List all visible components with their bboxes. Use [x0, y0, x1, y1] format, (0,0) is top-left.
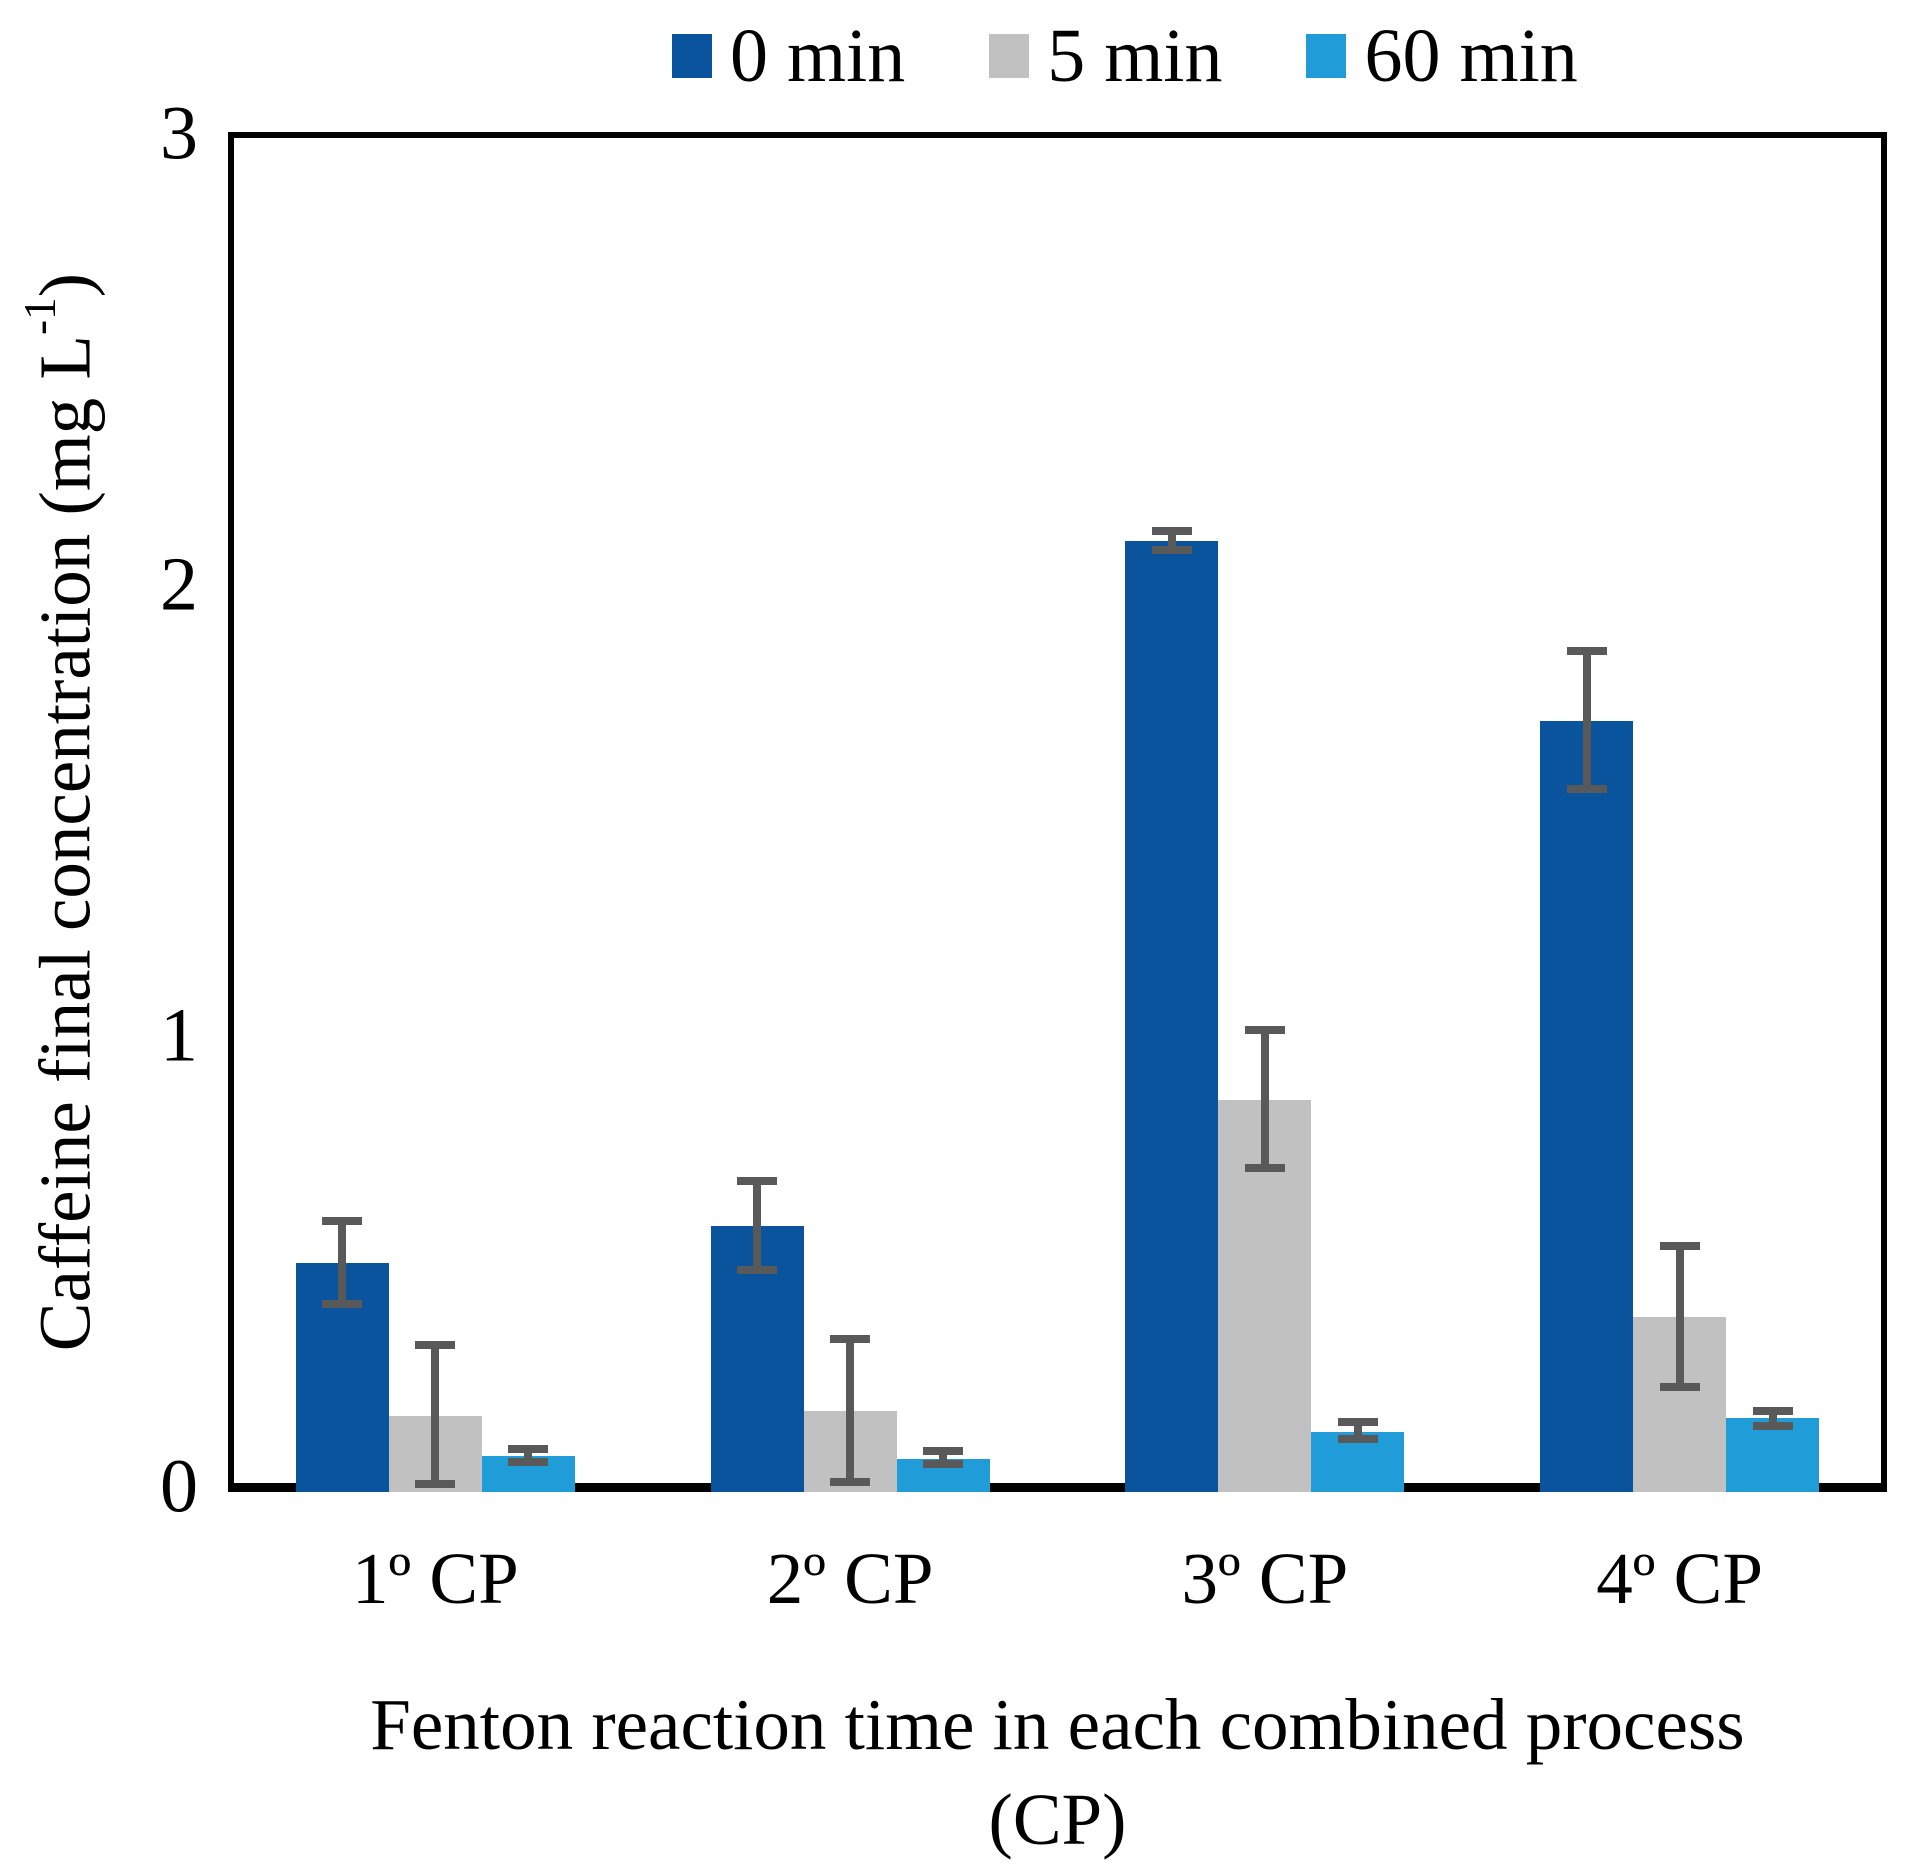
legend-label-5min: 5 min — [1047, 14, 1223, 98]
x-axis-title: Fenton reaction time in each combined pr… — [228, 1678, 1887, 1868]
error-bar-60min-2º CP-cap-bottom — [923, 1460, 964, 1469]
category-label-4: 4º CP — [1596, 1538, 1763, 1619]
error-bar-0min-4º CP-shaft — [1582, 646, 1591, 794]
bar-60min-4º CP — [1726, 1418, 1820, 1492]
y-axis-line — [228, 132, 234, 1492]
error-bar-5min-1º CP-cap-bottom — [415, 1480, 456, 1488]
legend-item-0min: 0 min — [672, 18, 905, 94]
error-bar-0min-1º CP-shaft — [338, 1217, 347, 1308]
category-label-2: 2º CP — [766, 1538, 934, 1619]
legend-swatch-5min — [989, 34, 1030, 78]
error-bar-0min-1º CP-cap-bottom — [322, 1299, 363, 1308]
y-axis-title: Caffeine final concentration (mg L-1) — [14, 132, 106, 1492]
bar-0min-3º CP — [1125, 540, 1219, 1492]
y-tick-label-1: 1 — [160, 993, 198, 1078]
y-axis-title-close: ) — [24, 272, 106, 298]
error-bar-5min-3º CP-shaft — [1260, 1025, 1269, 1173]
y-axis-title-text: Caffeine final concentration (mg L — [24, 334, 106, 1352]
error-bar-5min-2º CP-cap-bottom — [830, 1477, 871, 1486]
error-bar-60min-4º CP-shaft — [1768, 1406, 1777, 1430]
y-tick-label-2: 2 — [160, 542, 198, 627]
error-bar-60min-3º CP-cap-bottom — [1337, 1435, 1378, 1444]
y-tick-label-0: 0 — [160, 1444, 198, 1529]
error-bar-5min-4º CP-cap-bottom — [1659, 1383, 1700, 1392]
x-axis-title-line2: (CP) — [988, 1778, 1127, 1860]
x-axis-title-line1: Fenton reaction time in each combined pr… — [370, 1684, 1745, 1765]
error-bar-0min-2º CP-cap-top — [737, 1176, 778, 1185]
legend: 0 min 5 min 60 min — [672, 18, 1578, 94]
error-bar-5min-3º CP-cap-top — [1244, 1025, 1285, 1034]
legend-swatch-60min — [1306, 34, 1347, 78]
bar-0min-4º CP — [1540, 721, 1634, 1492]
category-label-3: 3º CP — [1181, 1538, 1349, 1619]
y-tick-label-3: 3 — [160, 91, 198, 176]
error-bar-60min-2º CP-shaft — [939, 1447, 948, 1469]
plot-border-right — [1881, 132, 1887, 1492]
error-bar-0min-2º CP-cap-bottom — [737, 1265, 778, 1274]
error-bar-0min-2º CP-shaft — [753, 1176, 762, 1274]
y-axis-title-superscript: -1 — [15, 297, 66, 335]
legend-label-0min: 0 min — [730, 14, 906, 98]
error-bar-5min-1º CP-cap-top — [415, 1341, 456, 1350]
error-bar-0min-4º CP-cap-bottom — [1566, 785, 1607, 794]
error-bar-60min-3º CP-shaft — [1353, 1418, 1362, 1444]
legend-item-60min: 60 min — [1306, 14, 1578, 98]
error-bar-0min-1º CP-cap-top — [322, 1217, 363, 1226]
error-bar-0min-4º CP-cap-top — [1566, 646, 1607, 655]
error-bar-60min-4º CP-cap-bottom — [1752, 1421, 1793, 1430]
error-bar-60min-1º CP-cap-top — [508, 1445, 549, 1454]
error-bar-60min-2º CP-cap-top — [923, 1447, 964, 1456]
error-bar-0min-3º CP-cap-top — [1151, 527, 1192, 536]
error-bar-60min-1º CP-cap-bottom — [508, 1458, 549, 1467]
error-bar-60min-4º CP-cap-top — [1752, 1406, 1793, 1415]
error-bar-5min-4º CP-shaft — [1675, 1242, 1684, 1392]
plot-border-top — [228, 132, 1887, 138]
error-bar-0min-3º CP-cap-bottom — [1151, 546, 1192, 555]
error-bar-5min-3º CP-cap-bottom — [1244, 1164, 1285, 1173]
x-axis-line — [228, 1483, 1887, 1492]
error-bar-5min-2º CP-shaft — [846, 1334, 855, 1486]
error-bar-60min-3º CP-cap-top — [1337, 1418, 1378, 1427]
error-bar-60min-1º CP-shaft — [524, 1445, 533, 1467]
legend-swatch-0min — [672, 34, 712, 78]
error-bar-5min-1º CP-shaft — [431, 1341, 440, 1488]
error-bar-0min-3º CP-shaft — [1167, 527, 1176, 555]
error-bar-5min-2º CP-cap-top — [830, 1334, 871, 1343]
error-bar-5min-4º CP-cap-top — [1659, 1242, 1700, 1251]
legend-label-60min: 60 min — [1364, 14, 1578, 98]
plot-area — [228, 132, 1887, 1492]
category-label-1: 1º CP — [352, 1538, 519, 1619]
legend-item-5min: 5 min — [989, 18, 1222, 94]
